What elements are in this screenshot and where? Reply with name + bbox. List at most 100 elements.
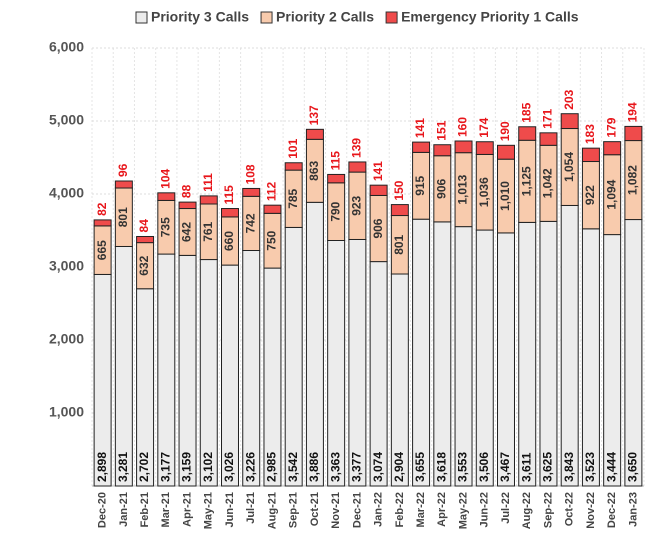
y-tick-label: 6,000 (49, 39, 84, 55)
data-label: 115 (222, 185, 236, 205)
data-label: 3,611 (519, 452, 533, 482)
data-label: 922 (583, 185, 597, 205)
data-label: 3,467 (498, 452, 512, 482)
legend-swatch (260, 11, 273, 24)
x-tick-label: Jul-21 (245, 492, 257, 524)
bar-segment (475, 141, 494, 155)
data-label: 863 (307, 160, 321, 180)
data-label: 3,377 (350, 452, 364, 482)
data-label: 82 (95, 202, 109, 216)
bar-segment (454, 226, 473, 487)
data-label: 2,702 (137, 452, 151, 482)
bar-segment (284, 162, 303, 171)
bar-segment (136, 235, 155, 244)
bar-segment (369, 184, 388, 196)
data-label: 785 (286, 188, 300, 208)
data-label: 660 (222, 231, 236, 251)
x-tick-label: Dec-21 (351, 492, 363, 528)
y-tick-label: 3,000 (49, 258, 84, 274)
data-label: 139 (350, 138, 364, 158)
y-tick-label: 4,000 (49, 185, 84, 201)
data-label: 906 (434, 178, 448, 198)
data-label: 3,655 (413, 452, 427, 482)
bar-segment (178, 254, 197, 487)
data-label: 3,074 (371, 452, 385, 482)
x-tick-label: Sep-21 (288, 492, 300, 528)
data-label: 3,026 (222, 452, 236, 482)
bar-segment (348, 161, 367, 173)
legend-swatch (135, 11, 148, 24)
x-tick-label: Mar-21 (160, 492, 172, 527)
data-label: 1,094 (604, 179, 618, 209)
data-label: 160 (456, 117, 470, 137)
legend-label: Priority 3 Calls (151, 9, 249, 25)
x-tick-label: Aug-21 (266, 492, 278, 529)
x-tick-label: Dec-20 (97, 492, 109, 528)
data-label: 84 (137, 219, 151, 233)
y-tick-label: 5,000 (49, 112, 84, 128)
data-label: 141 (371, 161, 385, 181)
bar-segment (497, 232, 515, 487)
bar-segment (624, 125, 643, 142)
data-label: 923 (350, 195, 364, 215)
data-label: 190 (498, 121, 512, 141)
x-tick-label: Nov-22 (585, 492, 597, 529)
data-label: 141 (413, 118, 427, 138)
data-label: 203 (562, 89, 576, 109)
data-label: 3,281 (116, 452, 130, 482)
data-label: 632 (137, 255, 151, 275)
bar-segment (475, 229, 494, 487)
bar-segment (539, 132, 558, 146)
data-label: 3,625 (541, 452, 555, 482)
bar-segment (284, 226, 303, 487)
data-label: 790 (328, 201, 342, 221)
bar-segment (221, 208, 239, 218)
data-label: 801 (392, 234, 406, 254)
y-tick-label: 1,000 (49, 404, 84, 420)
data-label: 3,177 (158, 452, 172, 482)
bar-segment (263, 204, 282, 214)
data-label: 194 (626, 102, 640, 122)
bar-segment (412, 141, 431, 153)
data-label: 150 (392, 180, 406, 200)
data-label: 1,054 (562, 152, 576, 182)
x-tick-label: Feb-21 (139, 492, 151, 527)
data-label: 3,159 (180, 452, 194, 482)
data-label: 171 (541, 108, 555, 128)
legend-label: Emergency Priority 1 Calls (401, 9, 579, 25)
bar-segment (603, 141, 622, 156)
bar-segment (199, 195, 218, 205)
bar-segment (348, 238, 367, 487)
x-tick-label: Dec-22 (606, 492, 618, 528)
bar-segment (178, 201, 197, 210)
x-tick-label: Feb-22 (394, 492, 406, 527)
data-label: 96 (116, 163, 130, 177)
data-label: 88 (180, 184, 194, 198)
bar-segment (305, 128, 324, 140)
data-label: 3,843 (562, 452, 576, 482)
data-label: 174 (477, 117, 491, 137)
data-label: 3,363 (328, 452, 342, 482)
data-label: 112 (265, 181, 279, 201)
bar-segment (327, 173, 346, 184)
bar-segment (539, 220, 558, 487)
bar-segment (242, 187, 261, 197)
bar-segment (433, 221, 452, 487)
bar-segment (157, 253, 176, 487)
data-label: 3,650 (626, 452, 640, 482)
x-tick-label: May-21 (203, 492, 215, 529)
data-label: 3,506 (477, 452, 491, 482)
data-label: 111 (201, 173, 215, 192)
bar-segment (624, 219, 643, 487)
data-label: 642 (180, 222, 194, 242)
data-label: 137 (307, 105, 321, 125)
bar-segment (242, 250, 261, 487)
data-label: 3,553 (456, 452, 470, 482)
bar-segment (114, 180, 133, 189)
data-label: 2,898 (95, 452, 109, 482)
bar-segment (603, 234, 622, 487)
data-label: 2,904 (392, 452, 406, 482)
data-label: 3,542 (286, 452, 300, 482)
data-label: 179 (604, 117, 618, 137)
